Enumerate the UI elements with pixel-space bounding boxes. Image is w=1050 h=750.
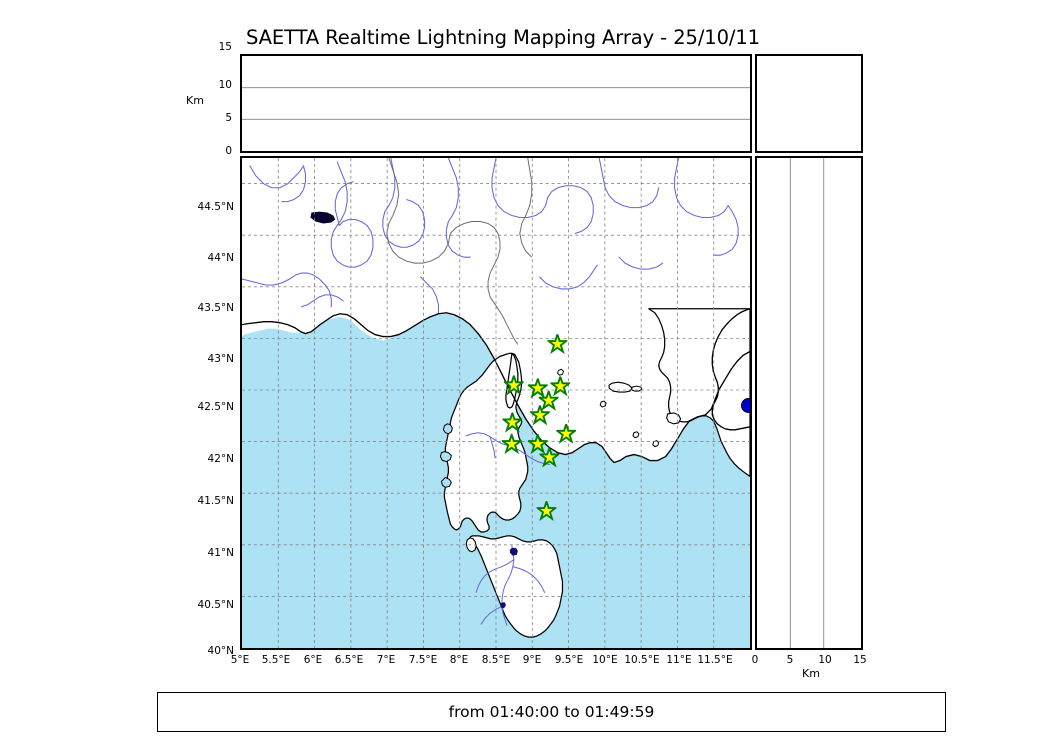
map-xtick-8E: 8°E <box>449 654 469 666</box>
map-ytick-43N: 43°N <box>207 353 234 365</box>
map-ytick-40N: 40°N <box>207 645 234 657</box>
map-ytick-44_5N: 44.5°N <box>197 201 234 213</box>
map-ytick-40_5N: 40.5°N <box>197 599 234 611</box>
top-panel-ytick-0: 0 <box>225 145 232 157</box>
map-xtick-6_5E: 6.5°E <box>334 654 364 666</box>
map-xtick-6E: 6°E <box>303 654 323 666</box>
page-title: SAETTA Realtime Lightning Mapping Array … <box>246 26 760 49</box>
map-ytick-42_5N: 42.5°N <box>197 401 234 413</box>
map-ytick-43_5N: 43.5°N <box>197 302 234 314</box>
map-ytick-44N: 44°N <box>207 252 234 264</box>
time-range-status-bar: from 01:40:00 to 01:49:59 <box>157 692 946 732</box>
map-xtick-5_5E: 5.5°E <box>261 654 291 666</box>
top-panel-ytick-10: 10 <box>218 79 232 91</box>
map-ytick-41_5N: 41.5°N <box>197 495 234 507</box>
top-panel-ytick-15: 15 <box>218 41 232 53</box>
map-xtick-9_5E: 9.5°E <box>554 654 584 666</box>
map-xtick-10_5E: 10.5°E <box>624 654 660 666</box>
map-xtick-11_5E: 11.5°E <box>697 654 733 666</box>
right-panel-xtick-15: 15 <box>853 654 867 666</box>
lightning-source-marker <box>741 398 750 413</box>
map-xtick-7_5E: 7.5°E <box>408 654 438 666</box>
map-xtick-9E: 9°E <box>522 654 542 666</box>
map-xtick-10E: 10°E <box>592 654 618 666</box>
right-panel-gridlines <box>789 158 825 648</box>
top-panel-ylabel: Km <box>186 94 204 107</box>
right-panel-xtick-5: 5 <box>786 654 794 666</box>
right-panel-xtick-0: 0 <box>751 654 759 666</box>
map-xtick-5E: 5°E <box>230 654 250 666</box>
altitude-vs-longitude-panel <box>240 54 752 153</box>
right-panel-xlabel: Km <box>802 667 820 680</box>
time-range-text: from 01:40:00 to 01:49:59 <box>448 703 655 721</box>
lightning-map[interactable] <box>240 156 752 650</box>
map-ytick-42N: 42°N <box>207 453 234 465</box>
map-xtick-7E: 7°E <box>376 654 396 666</box>
map-canvas <box>242 158 750 648</box>
top-panel-gridlines <box>242 87 750 120</box>
corner-panel <box>755 54 863 153</box>
map-xtick-11E: 11°E <box>666 654 692 666</box>
map-ytick-41N: 41°N <box>207 547 234 559</box>
altitude-vs-latitude-panel <box>755 156 863 650</box>
map-xtick-8_5E: 8.5°E <box>481 654 511 666</box>
top-panel-ytick-5: 5 <box>225 112 232 124</box>
right-panel-xtick-10: 10 <box>818 654 832 666</box>
